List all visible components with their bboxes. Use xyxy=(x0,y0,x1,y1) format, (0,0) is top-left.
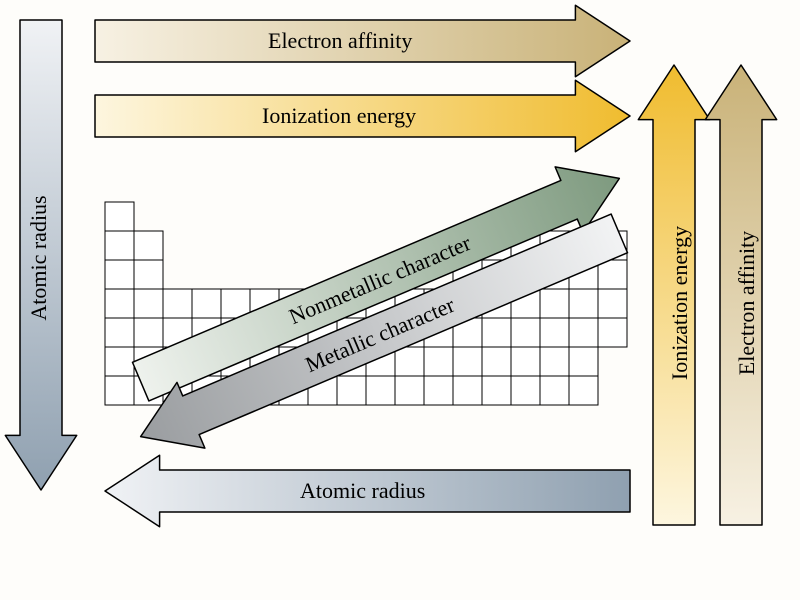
ionization-energy-right-arrow xyxy=(638,65,709,525)
ionization-energy-top-arrow xyxy=(95,80,630,151)
diagram-canvas: Nonmetallic characterMetallic character xyxy=(0,0,800,600)
atomic-radius-bottom-arrow xyxy=(105,455,630,526)
electron-affinity-top-arrow xyxy=(95,5,630,76)
electron-affinity-right-arrow xyxy=(705,65,776,525)
atomic-radius-left-arrow xyxy=(5,20,76,490)
